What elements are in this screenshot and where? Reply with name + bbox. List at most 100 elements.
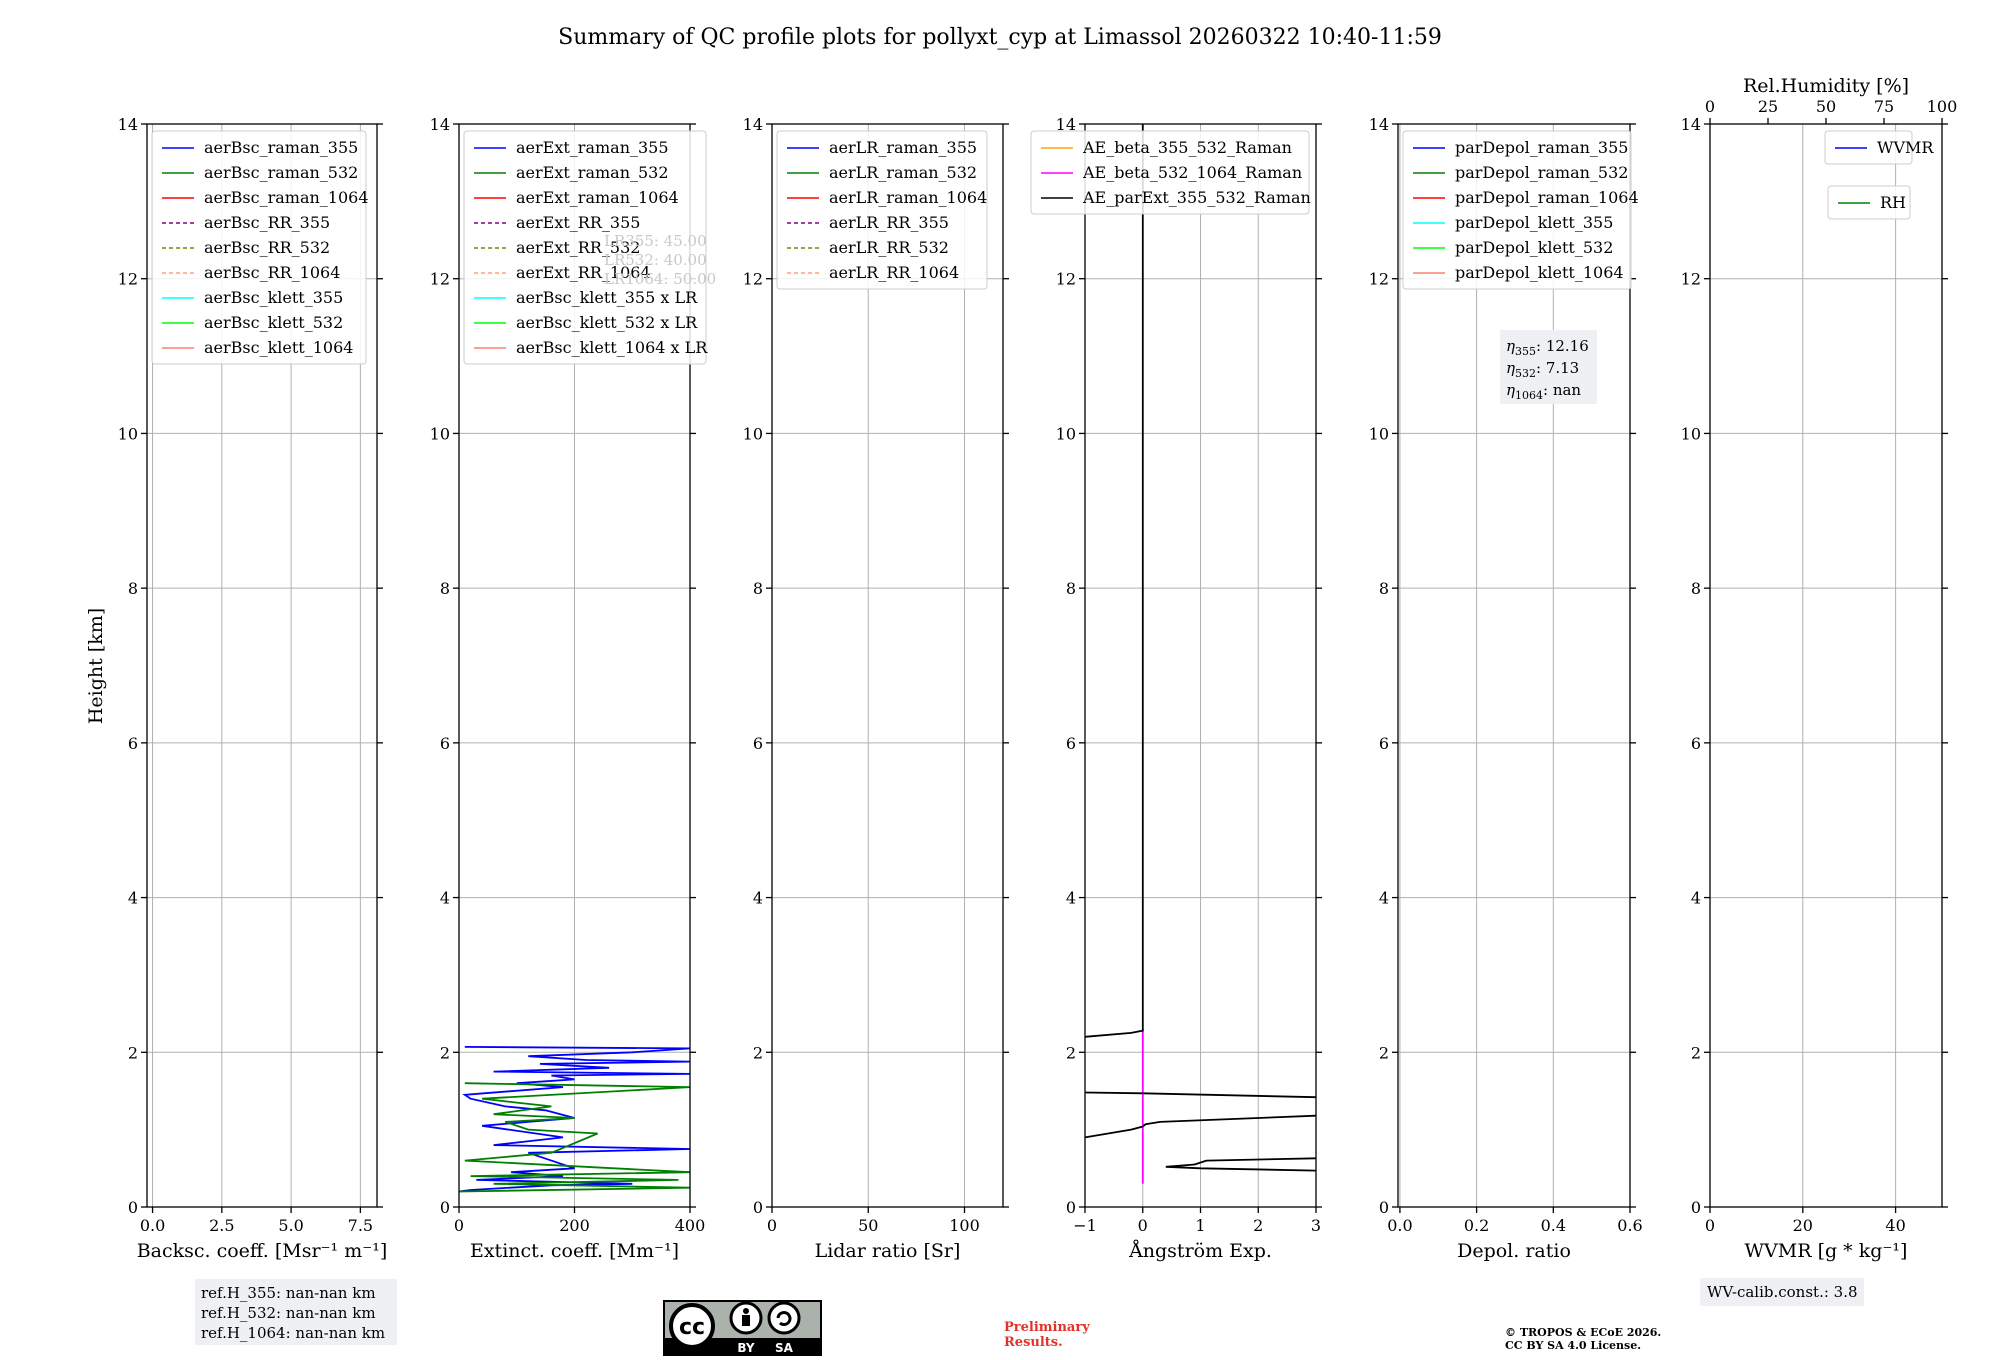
x-tick-label: 200 [559,1216,590,1235]
x-tick-label: 3 [1311,1216,1321,1235]
legend-box [151,130,367,365]
legend: AE_beta_355_532_Raman AE_beta_532_1064_Ra… [1030,130,1311,215]
y-tick-label: 10 [1369,424,1389,443]
share-alike-icon [767,1301,801,1335]
x-tick-label: 2 [1253,1216,1263,1235]
preliminary-results-line1: Preliminary [1004,1320,1090,1335]
preliminary-results-line2: Results. [1004,1335,1063,1350]
plot-frame [1709,123,1943,1208]
x-tick-label: 0.2 [1464,1216,1489,1235]
y-tick-label: 0 [753,1198,763,1217]
legend: RH [1827,185,1911,220]
y-tick-label: 4 [128,889,138,908]
legend-label: parDepol_raman_532 [1455,163,1628,182]
x-tick-label: 0 [767,1216,777,1235]
legend: aerBsc_raman_355 aerBsc_raman_532 aerBsc_r… [151,130,369,365]
top-x-tick-label: 100 [1927,97,1958,116]
lr-annotation: LR532: 40.00 [604,251,707,269]
legend-box [463,130,707,365]
series-AE_parExt_355_532_Raman-segment [1084,1091,1317,1099]
y-tick-label: 10 [1681,424,1701,443]
ref-height-532: ref.H_532: nan-nan km [201,1304,376,1322]
legend-label: aerBsc_klett_532 [204,313,343,332]
cc-icon [669,1303,715,1349]
legend-box [1824,130,1913,165]
legend: aerLR_raman_355 aerLR_raman_532 aerLR_rama… [776,130,988,290]
top-x-axis-label: Rel.Humidity [%] [1743,75,1909,97]
y-tick-label: 12 [1369,270,1389,289]
series-aerExt_raman_532 [458,1082,691,1193]
legend-label: parDepol_raman_355 [1455,138,1628,157]
y-tick-label: 4 [753,889,763,908]
legend-label: aerBsc_klett_1064 x LR [516,338,708,357]
svg-text:cc: cc [679,1315,705,1340]
ref-height-355: ref.H_355: nan-nan km [201,1284,376,1302]
top-x-tick-label: 0 [1705,97,1715,116]
x-tick-label: 2.5 [209,1216,234,1235]
y-tick-label: 4 [440,889,450,908]
wv-calib-box: WV-calib.const.: 3.8 [1700,1278,1864,1306]
eta-box-bg [1500,330,1597,404]
cc-license-badge: cc BY SA [663,1300,822,1356]
x-tick-label: 7.5 [348,1216,373,1235]
legend-label: AE_parExt_355_532_Raman [1082,188,1311,207]
legend-box [1030,130,1310,215]
y-tick-label: 14 [1056,115,1076,134]
y-tick-label: 6 [753,734,763,753]
plot-frame [146,123,378,1208]
y-tick-label: 0 [1379,1198,1389,1217]
panel-ext: 0 2 4 6 8 10 12 14 0 200 400 Extinct. coeff. [Mm⁻¹]… [430,115,717,1262]
eta-355: η355: 12.16 [1506,337,1589,358]
y-tick-label: 4 [1066,889,1076,908]
x-tick-label: 40 [1885,1216,1905,1235]
y-tick-label: 14 [1681,115,1701,134]
top-x-tick-label: 50 [1816,97,1836,116]
y-tick-label: 14 [118,115,138,134]
svg-text:SA: SA [775,1341,794,1355]
legend-label: aerExt_raman_532 [516,163,669,182]
legend-label: aerBsc_klett_355 [204,288,343,307]
legend-label: parDepol_klett_1064 [1455,263,1624,282]
y-tick-label: 8 [440,579,450,598]
legend-label: AE_beta_532_1064_Raman [1082,163,1302,182]
x-tick-label: 0 [1705,1216,1715,1235]
y-tick-label: 6 [440,734,450,753]
y-tick-label: 14 [430,115,450,134]
x-tick-label: 100 [949,1216,980,1235]
eta-1064: η1064: nan [1506,381,1581,402]
top-x-tick-label: 25 [1758,97,1778,116]
legend-label: aerBsc_raman_1064 [204,188,369,207]
top-x-tick-label: 75 [1874,97,1894,116]
legend: aerExt_raman_355 aerExt_raman_532 aerExt_r… [463,130,708,365]
ref-height-box: ref.H_355: nan-nan km ref.H_532: nan-nan… [195,1279,397,1345]
y-tick-label: 2 [1691,1043,1701,1062]
legend-label: aerBsc_RR_1064 [204,263,340,282]
panel-depol: 0 2 4 6 8 10 12 14 0.0 0.2 0.4 0.6 Depol. ratio parDe… [1369,115,1643,1262]
series-AE_parExt_355_532_Raman-segment [1084,1114,1317,1139]
plot-frame [771,123,1004,1208]
y-tick-label: 6 [1066,734,1076,753]
x-axis-label: Lidar ratio [Sr] [815,1240,961,1262]
legend: parDepol_raman_355 parDepol_raman_532 parD… [1402,130,1639,290]
y-tick-label: 0 [128,1198,138,1217]
y-tick-label: 12 [430,270,450,289]
y-tick-label: 8 [1066,579,1076,598]
copyright-line2: CC BY SA 4.0 License. [1505,1339,1641,1352]
legend-label: aerLR_raman_355 [829,138,977,157]
y-tick-label: 8 [128,579,138,598]
legend-label: parDepol_klett_532 [1455,238,1613,257]
legend-label: aerBsc_RR_355 [204,213,330,232]
x-tick-label: 0 [1138,1216,1148,1235]
legend-label: RH [1880,193,1906,212]
legend-label: aerExt_RR_1064 [516,263,651,282]
x-tick-label: 1 [1195,1216,1205,1235]
y-tick-label: 6 [1691,734,1701,753]
x-axis-label: Ångström Exp. [1128,1240,1272,1262]
lr-annotation: LR355: 45.00 [604,232,707,250]
y-tick-label: 4 [1379,889,1389,908]
y-tick-label: 12 [1056,270,1076,289]
y-tick-label: 0 [1066,1198,1076,1217]
